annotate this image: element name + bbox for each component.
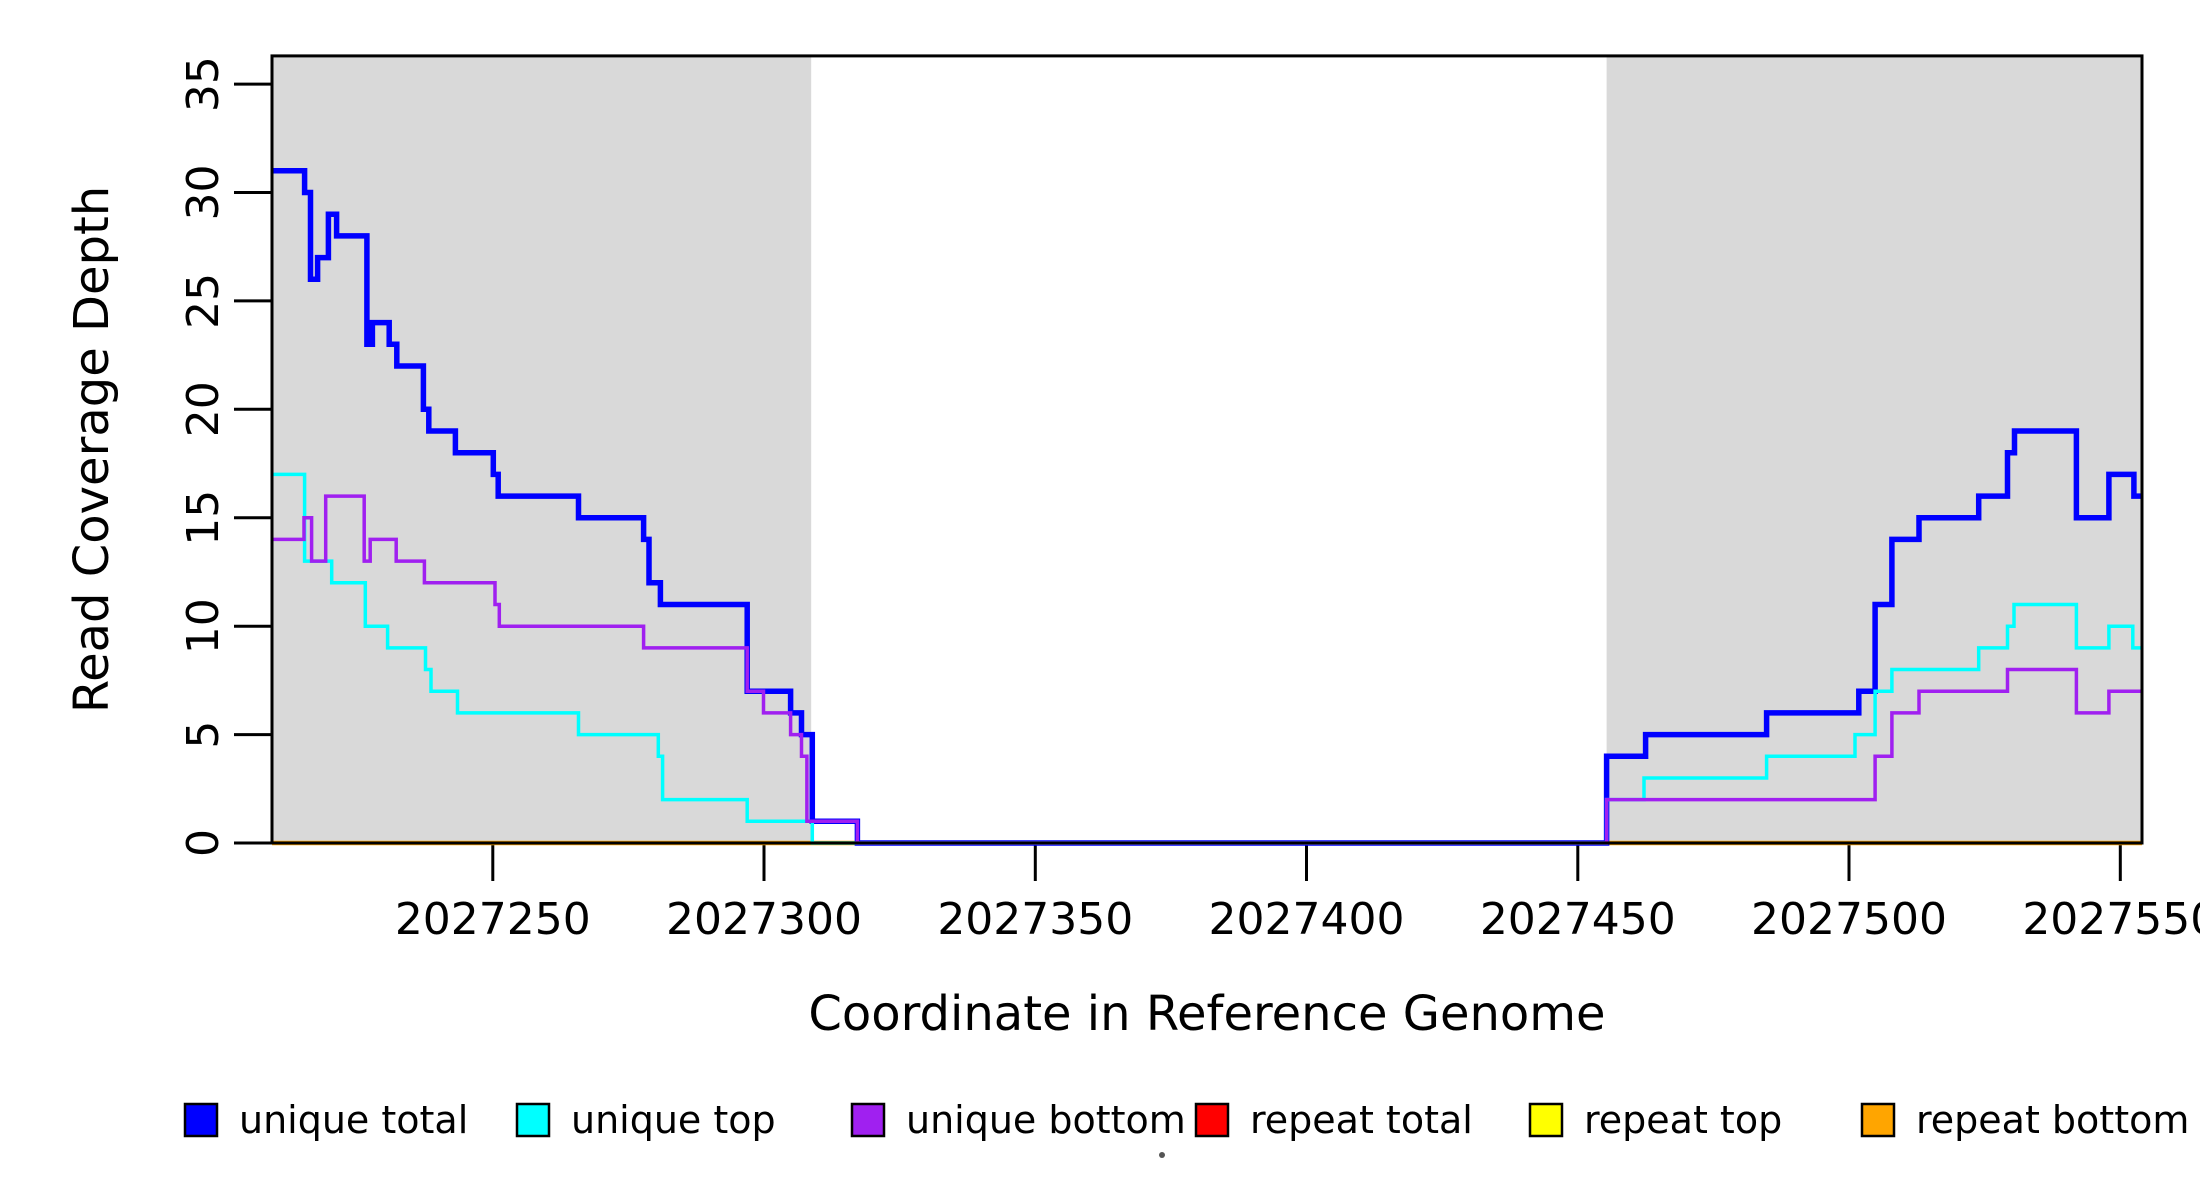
x-axis-title: Coordinate in Reference Genome xyxy=(808,986,1605,1042)
legend-swatch-repeat-total xyxy=(1194,1102,1230,1138)
legend-artifact-dot xyxy=(1159,1152,1165,1158)
y-axis-tick-label: 20 xyxy=(178,381,229,437)
legend-label-repeat-bottom: repeat bottom xyxy=(1916,1098,2189,1142)
y-axis-tick-label: 10 xyxy=(178,598,229,654)
legend-label-repeat-total: repeat total xyxy=(1250,1098,1473,1142)
x-axis-tick-label: 2027450 xyxy=(1480,894,1676,945)
legend-swatch-unique-top xyxy=(515,1102,551,1138)
legend-swatch-repeat-bottom xyxy=(1860,1102,1896,1138)
legend-label-unique-bottom: unique bottom xyxy=(906,1098,1186,1142)
y-axis-title: Read Coverage Depth xyxy=(64,186,120,713)
y-axis-tick-label: 25 xyxy=(178,273,229,329)
x-axis-tick-label: 2027350 xyxy=(937,894,1133,945)
y-axis-tick-label: 5 xyxy=(178,721,229,749)
y-axis-tick-label: 0 xyxy=(178,829,229,857)
repeat-region-left xyxy=(272,55,812,843)
legend-label-repeat-top: repeat top xyxy=(1584,1098,1782,1142)
legend-swatch-unique-total xyxy=(183,1102,219,1138)
x-axis-tick-label: 2027300 xyxy=(666,894,862,945)
series-line-unique-total xyxy=(272,168,2142,846)
legend-label-unique-total: unique total xyxy=(239,1098,468,1142)
legend-label-unique-top: unique top xyxy=(571,1098,776,1142)
series-line-unique-bottom xyxy=(272,494,2142,845)
x-axis-tick-label: 2027550 xyxy=(2022,894,2200,945)
y-axis-tick-label: 15 xyxy=(178,490,229,546)
y-axis-tick-label: 35 xyxy=(178,56,229,112)
legend-swatch-unique-bottom xyxy=(850,1102,886,1138)
x-axis-tick-label: 2027250 xyxy=(395,894,591,945)
plot-box-border xyxy=(270,54,2144,845)
legend-swatch-repeat-top xyxy=(1528,1102,1564,1138)
x-axis-tick-label: 2027500 xyxy=(1751,894,1947,945)
x-axis-tick-label: 2027400 xyxy=(1209,894,1405,945)
y-axis-tick-label: 30 xyxy=(178,165,229,221)
